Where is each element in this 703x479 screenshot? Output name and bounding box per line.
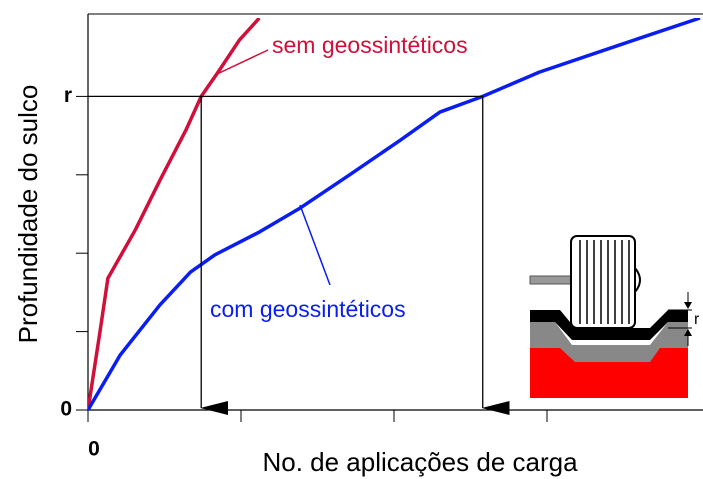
series-line (88, 18, 259, 410)
chart: Profundidade do sulco No. de aplicações … (0, 0, 703, 479)
inset-illustration (530, 236, 692, 398)
inset-label: r (694, 311, 700, 328)
y-tick-label: r (64, 84, 72, 107)
y-tick-label: 0 (60, 398, 72, 421)
y-axis-label: Profundidade do sulco (13, 85, 43, 344)
leader-line (300, 205, 330, 285)
x-tick-label: 0 (88, 438, 100, 461)
series-label: com geossintéticos (210, 296, 406, 322)
series-label: sem geossintéticos (272, 32, 468, 58)
x-axis-label: No. de aplicações de carga (262, 447, 578, 477)
